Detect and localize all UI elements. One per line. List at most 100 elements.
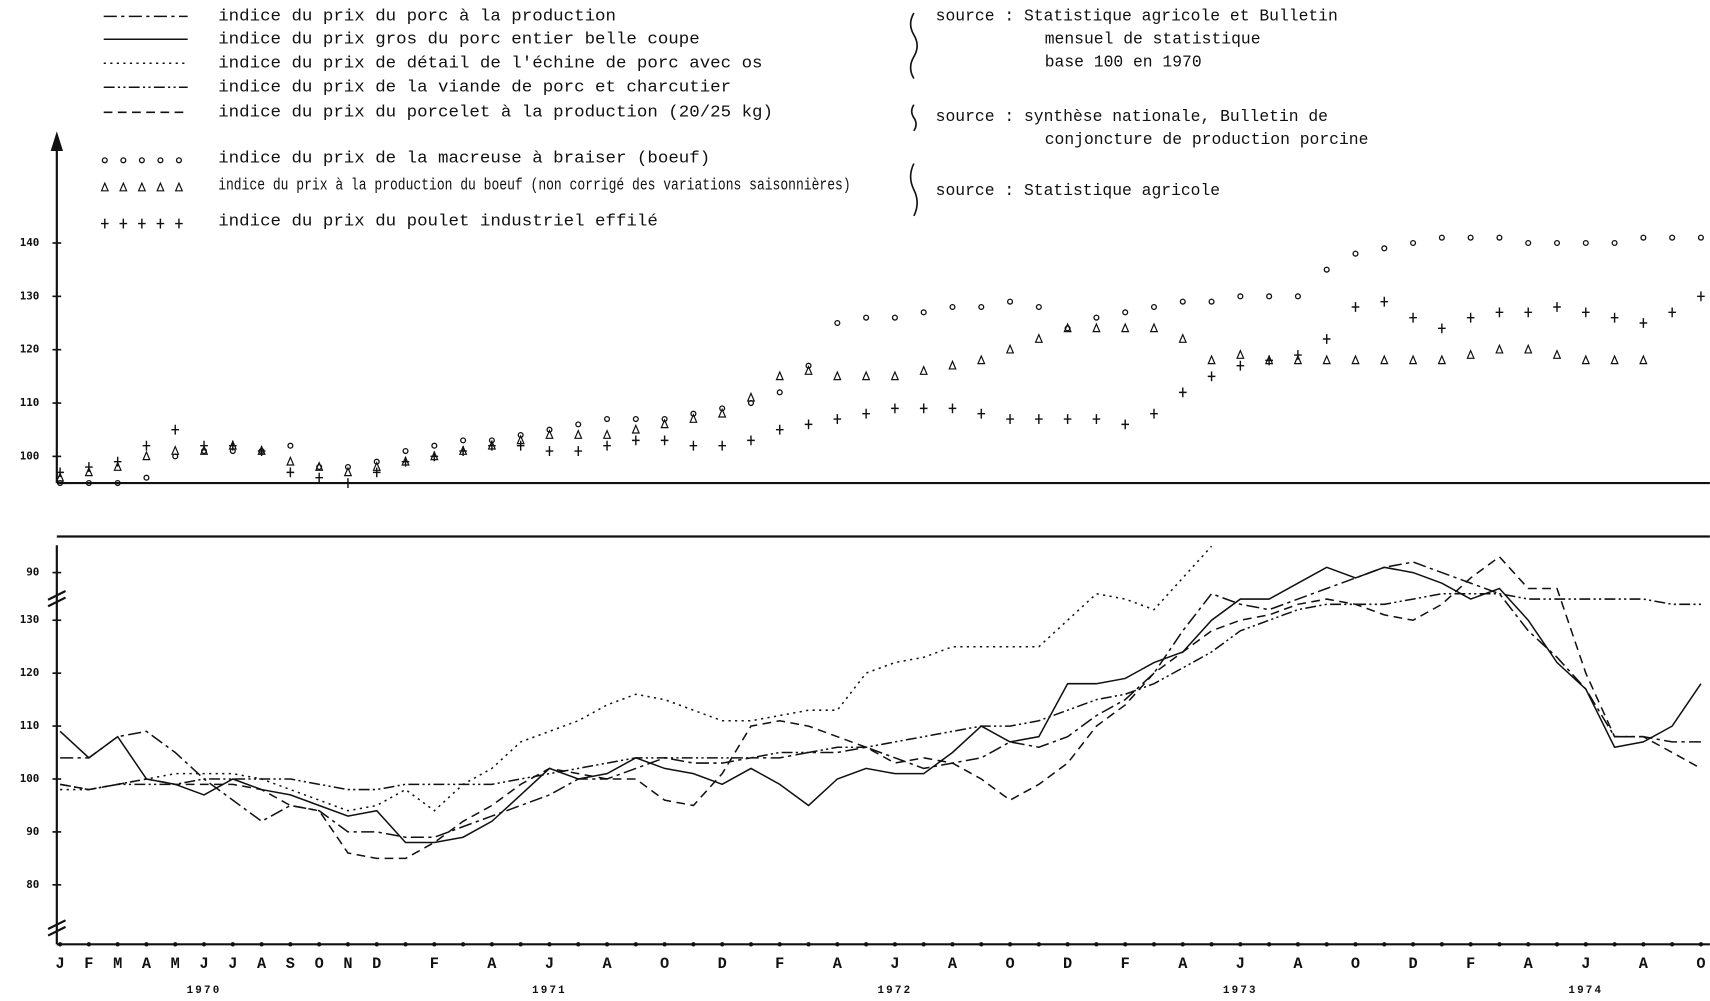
marker [575, 421, 582, 428]
marker [919, 365, 928, 375]
marker [1150, 408, 1158, 419]
x-tick-dot [144, 942, 149, 947]
x-tick-dot [345, 942, 351, 947]
marker [1322, 354, 1331, 365]
marker [100, 181, 109, 192]
marker [1668, 307, 1676, 318]
x-tick-label: A [1639, 955, 1649, 973]
x-tick-dot [230, 942, 235, 947]
legend-label: indice du prix de détail de l'échine de … [218, 54, 762, 73]
x-tick-label: A [142, 955, 152, 973]
marker [314, 461, 324, 471]
source-text: mensuel de statistique [1045, 30, 1261, 49]
marker [804, 419, 813, 430]
marker [1552, 349, 1562, 359]
marker [114, 480, 121, 487]
x-tick-dot [1641, 942, 1646, 947]
marker [228, 440, 237, 451]
x-tick-dot [1151, 942, 1157, 947]
marker [1524, 343, 1533, 354]
x-tick-label: D [718, 955, 727, 973]
x-tick-label: J [228, 955, 237, 973]
marker [1669, 234, 1676, 241]
x-tick-label: F [84, 955, 93, 973]
marker [1553, 302, 1561, 312]
marker [746, 391, 756, 402]
x-tick-dot [86, 942, 92, 947]
x-tick-dot [432, 942, 437, 947]
x-tick-dot [863, 942, 869, 947]
x-tick-dot [1439, 942, 1445, 947]
marker [834, 319, 841, 327]
marker [85, 480, 92, 487]
x-tick-dot [691, 942, 696, 947]
marker [1381, 245, 1388, 252]
marker [977, 354, 986, 365]
marker [1063, 414, 1072, 424]
legend-label: indice du prix du poulet industriel effi… [218, 212, 658, 231]
marker [1179, 298, 1186, 305]
marker [1525, 239, 1532, 247]
marker [1639, 354, 1648, 365]
x-tick-dot [259, 942, 264, 947]
marker [1495, 343, 1504, 354]
x-tick-dot [1209, 942, 1214, 947]
marker [142, 440, 151, 451]
marker [1467, 234, 1474, 241]
source-text: conjoncture de production porcine [1045, 130, 1369, 149]
marker [1697, 291, 1705, 302]
marker [862, 408, 870, 419]
x-tick-dot [1526, 942, 1531, 947]
y-tick-label: 110 [20, 396, 40, 409]
x-tick-label: D [1063, 955, 1072, 973]
marker [1236, 349, 1245, 359]
marker [286, 455, 295, 466]
x-tick-dot [1583, 942, 1588, 947]
x-tick-label: F [430, 955, 439, 973]
y-tick-label: 130 [20, 289, 40, 302]
marker [1005, 343, 1015, 354]
marker [632, 435, 640, 446]
x-tick-dot [288, 942, 293, 947]
x-tick-label: O [1696, 955, 1705, 973]
x-tick-dot [460, 942, 466, 947]
marker [948, 403, 957, 414]
marker [1322, 334, 1331, 344]
series-line [59, 566, 1702, 844]
y-tick-label: 90 [26, 566, 39, 579]
marker [718, 407, 727, 418]
marker [401, 456, 410, 467]
x-tick-dot [777, 942, 782, 947]
marker [113, 456, 122, 467]
marker [113, 461, 122, 471]
marker [1553, 239, 1561, 247]
x-tick-label: A [1293, 955, 1303, 973]
x-tick-label: D [372, 955, 381, 973]
marker [1149, 322, 1159, 333]
marker [286, 467, 295, 478]
x-tick-dot [1324, 942, 1329, 947]
marker [978, 303, 985, 311]
series-line [60, 545, 1213, 812]
marker [1496, 234, 1503, 241]
marker [1410, 239, 1417, 247]
x-tick-dot [1698, 942, 1704, 947]
x-tick-label: O [1351, 955, 1360, 973]
marker [1035, 414, 1043, 424]
marker [137, 181, 147, 192]
marker [545, 429, 554, 439]
marker [1582, 239, 1589, 247]
marker [919, 403, 928, 414]
x-tick-dot [374, 942, 379, 947]
x-tick-label: A [602, 955, 612, 973]
x-tick-dot [1353, 942, 1358, 947]
x-tick-label: J [56, 955, 65, 973]
marker [890, 370, 900, 381]
marker [775, 370, 784, 381]
marker [718, 440, 727, 451]
legend-label: indice du prix à la production du boeuf … [218, 176, 850, 195]
marker [1352, 250, 1359, 257]
marker [1006, 414, 1014, 424]
marker [804, 365, 813, 375]
legend-label: indice du prix de la macreuse à braiser … [218, 148, 710, 167]
